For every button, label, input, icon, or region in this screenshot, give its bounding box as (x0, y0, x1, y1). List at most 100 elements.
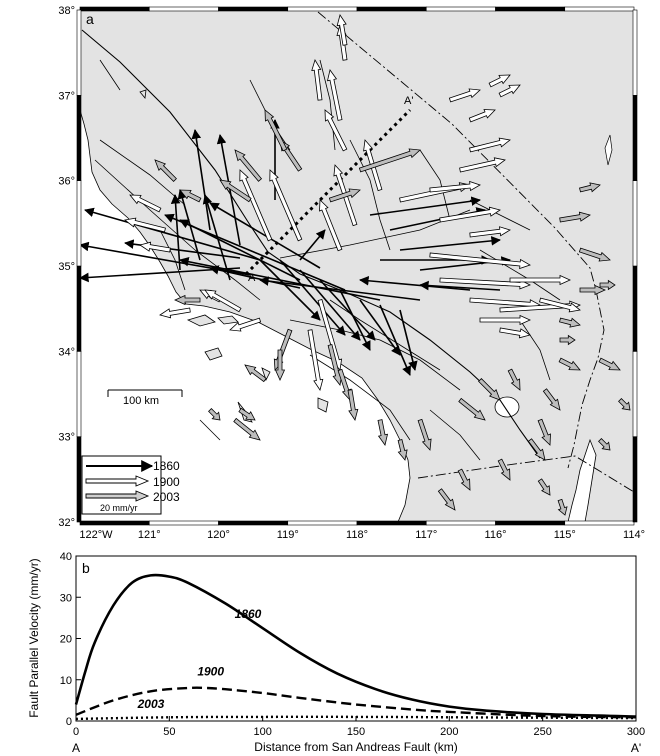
map-frame-bars (76, 6, 638, 526)
velocity-arrow-2003 (437, 488, 456, 511)
velocity-arrow-2003 (274, 349, 286, 381)
velocity-arrow-1900 (326, 69, 343, 121)
velocity-arrow-1900 (429, 180, 481, 193)
map-panel: 38°37°36°35°34°33°32° 122°W 121° 120° 119° 1… (58, 5, 645, 541)
lat-tick-label: 35° (58, 261, 75, 273)
velocity-arrow-2003 (578, 247, 611, 262)
velocity-arrow-1900 (539, 297, 581, 313)
velocity-arrow-1900 (468, 109, 496, 123)
chart-axes: 0 50 100 150 200 250 300 0 10 20 30 40 (60, 551, 645, 738)
velocity-arrow-1900 (204, 289, 242, 313)
velocity-arrow-2003 (579, 284, 606, 296)
velocity-arrow-2003 (558, 357, 581, 371)
velocity-arrow-1860 (202, 194, 231, 281)
legend: 1860 1900 2003 20 mm/yr (81, 455, 180, 515)
lat-tick-label: 38° (58, 5, 75, 17)
velocity-arrow-2003 (599, 279, 616, 291)
frame-bar-top (287, 6, 358, 12)
velocity-arrow-1860 (359, 299, 401, 356)
frame-bar-top (218, 6, 289, 12)
lat-tick-label: 34° (58, 346, 75, 358)
legend-label-1860: 1860 (153, 459, 180, 473)
velocity-arrow-2003 (179, 189, 202, 203)
velocity-arrow-1860 (216, 134, 241, 246)
velocity-arrow-1860 (419, 280, 501, 291)
frame-bar-bottom (218, 520, 289, 526)
frame-bar-left (76, 436, 82, 523)
y-tick-label: 20 (60, 634, 72, 646)
velocity-arrow-1900 (239, 169, 273, 242)
velocity-arrow-1900 (469, 137, 511, 153)
lat-tick-labels: 38° 37° 36° 35° 34° 33° 32° (58, 5, 75, 529)
velocity-arrow-2003 (537, 478, 551, 496)
frame-bar-bottom (148, 520, 219, 526)
velocity-arrow-1860 (299, 269, 361, 341)
velocity-arrow-2003 (154, 159, 177, 182)
velocity-arrow-2003 (238, 407, 256, 421)
lon-tick-label: 114° (623, 529, 645, 541)
velocity-arrow-1860 (299, 229, 326, 261)
velocity-arrow-1900 (448, 88, 481, 103)
lat-tick-label: 36° (58, 176, 75, 188)
velocity-arrow-2003 (208, 408, 221, 421)
legend-arrow-2003 (85, 490, 150, 502)
x-tick-label: 0 (73, 726, 79, 738)
series-line-1860 (74, 573, 637, 718)
frame-bar-bottom (79, 520, 150, 526)
velocity-arrow-2003 (537, 418, 551, 446)
velocity-arrow-2003 (598, 357, 621, 371)
velocity-arrow-1900 (124, 217, 166, 233)
velocity-arrow-2003 (507, 368, 521, 391)
velocity-arrow-1900 (324, 109, 348, 152)
velocity-arrow-2003 (618, 398, 631, 411)
series-label-1900: 1900 (197, 665, 224, 679)
y-tick-label: 10 (60, 675, 72, 687)
legend-label-1900: 1900 (153, 475, 180, 489)
frame-bar-right (632, 95, 638, 181)
lon-tick-label: 119° (277, 529, 299, 541)
velocity-arrow-1900 (307, 329, 324, 391)
velocity-arrow-1860 (164, 213, 346, 291)
frame-bar-right (632, 180, 638, 267)
frame-bar-top (495, 6, 566, 12)
velocity-arrow-1860 (339, 289, 371, 351)
velocity-arrow-2003 (579, 182, 601, 193)
velocity-arrow-1860 (359, 276, 471, 291)
series-label-2003: 2003 (137, 697, 165, 711)
frame-bar-right (632, 265, 638, 352)
velocity-arrow-1900 (459, 157, 506, 173)
velocity-arrow-1860 (399, 309, 418, 371)
lon-tick-label: 118° (346, 529, 368, 541)
velocity-arrow-2003 (244, 364, 267, 383)
lat-tick-label: 32° (58, 517, 75, 529)
velocity-arrow-2003 (397, 439, 408, 461)
chart-plot-area (75, 555, 637, 722)
velocity-arrow-1900 (479, 314, 531, 326)
profile-chart: b 0 50 100 150 200 250 300 0 10 20 30 40 1860 1900 20… (27, 551, 645, 755)
velocity-arrow-1860 (170, 194, 181, 271)
velocity-arrow-1900 (311, 59, 323, 101)
velocity-arrow-2003 (598, 438, 611, 451)
velocity-arrow-2003 (174, 294, 201, 306)
frame-bar-top (148, 6, 219, 12)
velocity-arrow-2003 (458, 397, 486, 421)
lat-tick-label: 33° (58, 432, 75, 444)
profile-start-label: A (248, 272, 256, 284)
lon-tick-label: 115° (554, 529, 576, 541)
velocity-arrow-2003 (497, 458, 511, 481)
velocity-arrow-1900 (499, 327, 531, 339)
velocity-arrow-2003 (557, 498, 568, 516)
velocity-arrow-1900 (129, 194, 162, 213)
velocity-arrow-1900 (469, 226, 511, 238)
chart-series (74, 573, 637, 721)
gulf-of-california (567, 438, 597, 522)
y-tick-label: 30 (60, 592, 72, 604)
frame-bar-bottom (564, 520, 635, 526)
lon-tick-label: 117° (415, 529, 437, 541)
frame-bar-bottom (356, 520, 427, 526)
series-label-1860: 1860 (235, 607, 262, 621)
velocity-arrow-1860 (319, 279, 376, 341)
velocity-arrow-2003 (542, 388, 561, 411)
velocity-arrow-2003 (264, 109, 288, 152)
velocity-arrow-2003 (559, 211, 591, 223)
